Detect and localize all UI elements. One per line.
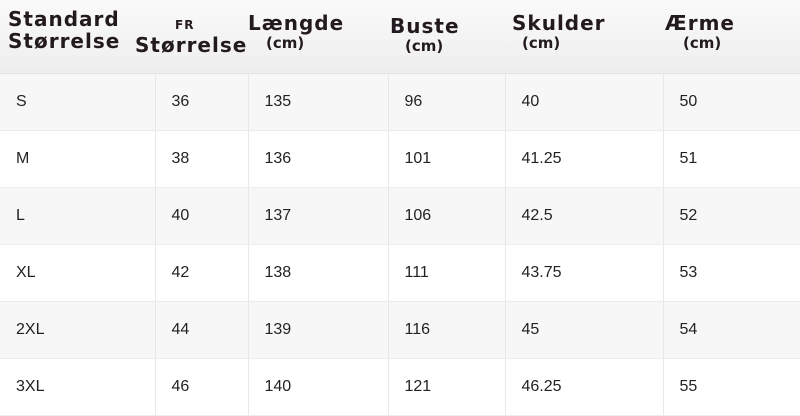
header-line2: (cm) <box>522 34 561 52</box>
header-line2: Størrelse <box>8 29 121 53</box>
table-cell: 45 <box>505 301 664 359</box>
table-cell: 101 <box>388 130 506 188</box>
header-line2: (cm) <box>266 34 305 52</box>
table-cell: 2XL <box>0 301 156 359</box>
header-length: Længde (cm) <box>248 0 388 74</box>
table-cell: 136 <box>248 130 389 188</box>
table-cell: 106 <box>388 187 506 245</box>
table-cell: 138 <box>248 244 389 302</box>
table-row: 3XL 46 140 121 46.25 55 <box>0 358 800 416</box>
table-cell: 96 <box>388 73 506 131</box>
header-line1: Buste <box>390 14 460 38</box>
table-row: S 36 135 96 40 50 <box>0 73 800 131</box>
header-standard-size: Standard Størrelse <box>0 0 155 74</box>
header-line1: FR <box>175 18 195 32</box>
header-shoulder: Skulder (cm) <box>505 0 663 74</box>
table-cell: 50 <box>663 73 800 131</box>
table-cell: 46 <box>155 358 249 416</box>
header-sleeve: Ærme (cm) <box>663 0 800 74</box>
table-cell: 55 <box>663 358 800 416</box>
table-cell: 43.75 <box>505 244 664 302</box>
table-cell: 54 <box>663 301 800 359</box>
table-cell: 41.25 <box>505 130 664 188</box>
table-cell: 135 <box>248 73 389 131</box>
table-row: XL 42 138 111 43.75 53 <box>0 244 800 302</box>
table-cell: 52 <box>663 187 800 245</box>
table-cell: 40 <box>155 187 249 245</box>
table-cell: L <box>0 187 156 245</box>
header-line1: Længde <box>248 11 345 35</box>
table-cell: 3XL <box>0 358 156 416</box>
table-cell: 111 <box>388 244 506 302</box>
header-line2: (cm) <box>405 37 444 55</box>
table-cell: 40 <box>505 73 664 131</box>
table-row: L 40 137 106 42.5 52 <box>0 187 800 245</box>
header-row: Standard Størrelse FR Størrelse Længde (cm)… <box>0 0 800 74</box>
table-cell: 51 <box>663 130 800 188</box>
header-fr-size: FR Størrelse <box>135 0 248 74</box>
header-line1: Skulder <box>512 11 606 35</box>
table-cell: S <box>0 73 156 131</box>
table-row: M 38 136 101 41.25 51 <box>0 130 800 188</box>
header-line1: Ærme <box>665 11 735 35</box>
table-cell: 46.25 <box>505 358 664 416</box>
table-cell: M <box>0 130 156 188</box>
header-bust: Buste (cm) <box>388 0 505 74</box>
table-cell: 137 <box>248 187 389 245</box>
header-line1: Standard <box>8 7 120 31</box>
table-cell: 36 <box>155 73 249 131</box>
table-cell: 121 <box>388 358 506 416</box>
table-cell: 140 <box>248 358 389 416</box>
table-cell: 139 <box>248 301 389 359</box>
table-cell: 116 <box>388 301 506 359</box>
table-cell: 38 <box>155 130 249 188</box>
table-row: 2XL 44 139 116 45 54 <box>0 301 800 359</box>
header-line2: (cm) <box>683 34 722 52</box>
table-cell: 44 <box>155 301 249 359</box>
table-cell: 42.5 <box>505 187 664 245</box>
table-cell: 42 <box>155 244 249 302</box>
table-cell: 53 <box>663 244 800 302</box>
header-line2: Størrelse <box>135 33 248 57</box>
table-cell: XL <box>0 244 156 302</box>
